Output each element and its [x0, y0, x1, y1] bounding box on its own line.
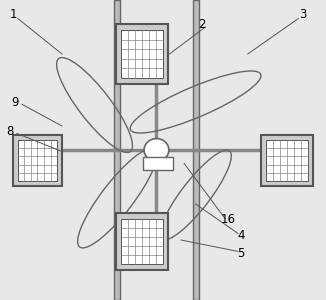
Circle shape [144, 139, 169, 161]
Bar [18, 140, 57, 181]
Text: 3: 3 [300, 8, 307, 22]
Text: 5: 5 [238, 247, 245, 260]
Bar [116, 213, 168, 270]
Bar [193, 0, 199, 300]
Text: 1: 1 [9, 8, 17, 22]
Bar [121, 30, 163, 78]
Text: 2: 2 [198, 17, 206, 31]
Bar [116, 24, 168, 84]
Bar [121, 219, 163, 264]
Bar [114, 0, 120, 300]
Bar [261, 135, 313, 186]
Text: 16: 16 [221, 213, 236, 226]
Text: 8: 8 [6, 125, 13, 139]
Text: 9: 9 [11, 95, 19, 109]
Text: 4: 4 [237, 229, 245, 242]
Bar [143, 157, 173, 169]
Bar [13, 135, 62, 186]
Bar [266, 140, 308, 181]
